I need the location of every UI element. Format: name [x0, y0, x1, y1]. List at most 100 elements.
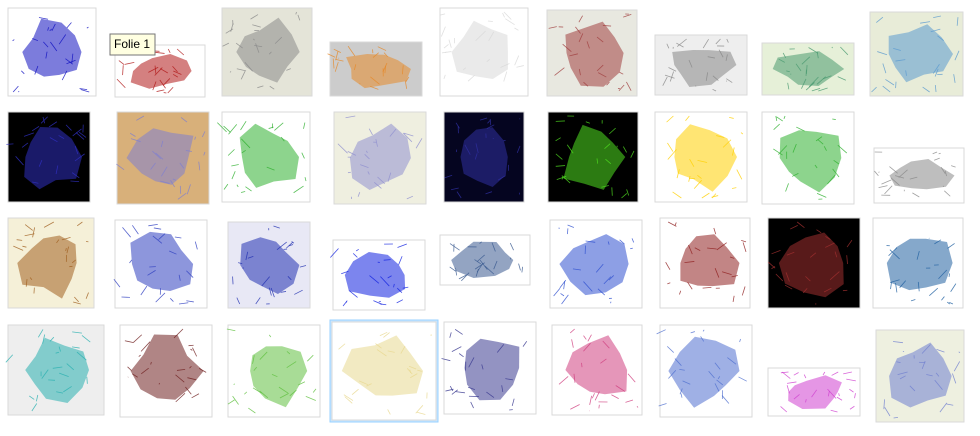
- thumbnail[interactable]: [761, 42, 855, 96]
- map-detail: [548, 26, 557, 29]
- map-detail: [680, 393, 683, 398]
- map-detail: [12, 85, 19, 93]
- thumbnail[interactable]: [116, 111, 210, 205]
- map-detail: [585, 240, 596, 243]
- map-detail: [594, 391, 600, 401]
- map-detail: [368, 128, 373, 136]
- thumbnail[interactable]: [114, 44, 206, 98]
- thumbnail[interactable]: [551, 324, 643, 416]
- thumbnail[interactable]: [113, 219, 208, 309]
- map-detail: [366, 383, 372, 387]
- map-detail: [697, 159, 708, 163]
- map-detail: [345, 301, 348, 303]
- map-detail: [596, 64, 604, 72]
- map-detail: [604, 143, 611, 149]
- thumbnail[interactable]: [5, 324, 105, 416]
- map-detail: [619, 239, 625, 245]
- map-detail: [190, 348, 193, 351]
- map-detail: [231, 164, 239, 167]
- thumbnail[interactable]: [7, 217, 95, 309]
- map-detail: [846, 239, 853, 248]
- map-detail: [672, 191, 682, 199]
- map-detail: [252, 387, 262, 394]
- map-detail: [174, 236, 182, 239]
- map-detail: [72, 331, 82, 334]
- thumbnail[interactable]: [221, 7, 313, 97]
- thumbnail[interactable]: [441, 321, 537, 415]
- thumbnail[interactable]: [6, 111, 91, 203]
- map-shape: [464, 338, 520, 401]
- thumbnail[interactable]: [654, 111, 748, 203]
- thumbnail[interactable]: [546, 9, 638, 97]
- map-detail: [623, 146, 627, 153]
- thumbnail[interactable]: [439, 234, 531, 286]
- map-detail: [443, 44, 449, 49]
- map-detail: [662, 76, 668, 86]
- map-detail: [327, 53, 336, 58]
- map-detail: [583, 81, 589, 87]
- map-detail: [771, 249, 781, 255]
- thumbnail[interactable]: [869, 11, 964, 97]
- map-detail: [276, 241, 287, 250]
- map-detail: [268, 51, 272, 55]
- map-detail: [521, 266, 523, 273]
- map-detail: [912, 192, 920, 198]
- thumbnail[interactable]: [333, 111, 427, 205]
- map-detail: [897, 371, 908, 376]
- map-detail: [55, 351, 60, 354]
- map-detail: [470, 401, 474, 409]
- thumbnail[interactable]: [227, 221, 311, 309]
- map-detail: [721, 395, 730, 404]
- thumbnail[interactable]: [549, 219, 643, 309]
- map-detail: [241, 138, 251, 149]
- thumbnail[interactable]: [659, 217, 751, 309]
- map-detail: [29, 395, 35, 400]
- map-detail: [261, 276, 270, 287]
- thumbnail[interactable]: [226, 324, 321, 418]
- map-detail: [497, 175, 506, 181]
- map-detail: [627, 373, 636, 383]
- thumbnail[interactable]: [7, 7, 97, 97]
- thumbnail[interactable]: [327, 41, 423, 97]
- map-detail: [15, 156, 24, 166]
- map-detail: [253, 38, 255, 41]
- map-shape: [24, 127, 82, 190]
- map-detail: [934, 157, 940, 161]
- map-detail: [881, 179, 892, 185]
- map-detail: [377, 176, 386, 185]
- map-detail: [194, 241, 198, 250]
- map-detail: [254, 44, 263, 48]
- thumbnail[interactable]: [443, 111, 525, 203]
- map-detail: [132, 373, 138, 378]
- thumbnail[interactable]: [656, 324, 753, 418]
- map-detail: [377, 46, 387, 51]
- map-shape: [239, 123, 299, 188]
- thumbnail[interactable]: [761, 111, 855, 205]
- map-detail: [933, 15, 941, 19]
- map-detail: [840, 46, 849, 56]
- thumbnail[interactable]: [329, 319, 439, 423]
- thumbnail[interactable]: [119, 324, 213, 418]
- thumbnail[interactable]: [875, 329, 965, 423]
- map-detail: [488, 31, 495, 42]
- map-detail: [700, 336, 705, 342]
- thumbnail[interactable]: [872, 217, 964, 309]
- thumbnail[interactable]: [439, 7, 529, 97]
- map-detail: [236, 68, 247, 72]
- map-detail: [944, 190, 951, 197]
- map-detail: [186, 270, 194, 278]
- thumbnail[interactable]: [654, 34, 748, 96]
- map-detail: [402, 286, 409, 289]
- map-detail: [591, 393, 595, 399]
- thumbnail[interactable]: [873, 147, 965, 204]
- map-detail: [280, 136, 285, 142]
- map-detail: [439, 13, 446, 16]
- thumbnail[interactable]: [547, 111, 639, 203]
- thumbnail[interactable]: [767, 367, 861, 417]
- thumbnail[interactable]: [330, 239, 426, 311]
- thumbnail[interactable]: [767, 217, 861, 309]
- map-detail: [707, 56, 716, 59]
- map-detail: [192, 347, 198, 357]
- thumbnail[interactable]: [217, 111, 311, 203]
- map-detail: [370, 76, 380, 85]
